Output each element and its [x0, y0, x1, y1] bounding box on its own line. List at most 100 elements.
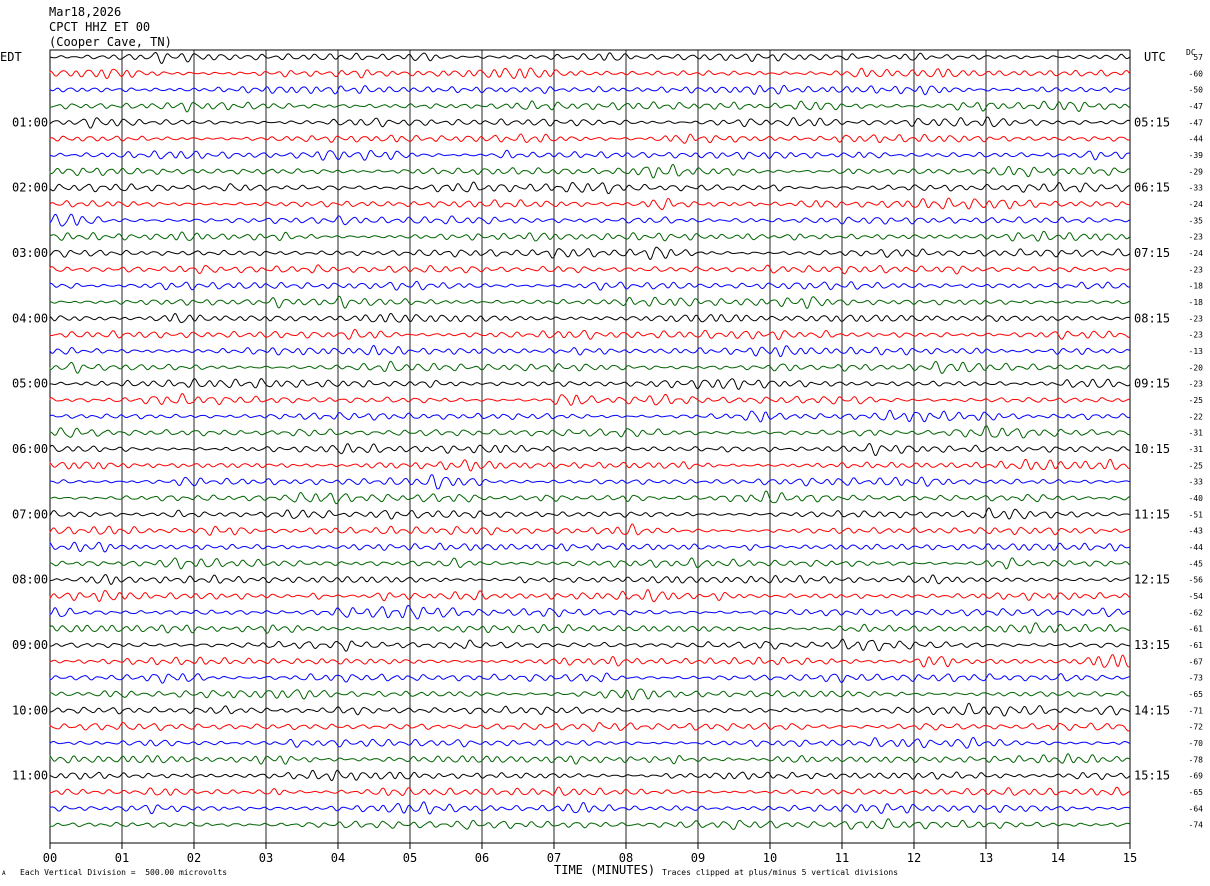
right-hour-label: 05:15 — [1134, 115, 1170, 129]
seismic-trace — [49, 736, 1131, 749]
seismic-trace — [49, 769, 1131, 782]
seismic-trace — [49, 622, 1131, 635]
seismic-trace — [49, 557, 1131, 570]
dc-offset-label: -33 — [1189, 184, 1204, 193]
dc-offset-label: -74 — [1189, 821, 1204, 830]
corner-mark: A — [2, 870, 6, 877]
x-tick-label: 10 — [763, 851, 777, 865]
dc-offset-label: -25 — [1189, 396, 1204, 405]
seismic-trace — [49, 443, 1130, 457]
location-label: (Cooper Cave, TN) — [49, 35, 172, 49]
dc-offset-label: -51 — [1189, 510, 1204, 519]
dc-offset-label: -50 — [1189, 86, 1204, 95]
seismic-trace — [49, 197, 1131, 211]
clip-note: Traces clipped at plus/minus 5 vertical … — [662, 868, 899, 877]
seismic-trace — [49, 753, 1131, 765]
seismic-trace — [49, 654, 1131, 668]
dc-offset-label: 57 — [1193, 53, 1203, 62]
dc-offset-label: -60 — [1189, 69, 1204, 78]
seismic-trace — [49, 295, 1131, 310]
dc-offset-label: -73 — [1189, 674, 1204, 683]
x-tick-label: 02 — [187, 851, 201, 865]
dc-offset-label: -18 — [1189, 298, 1204, 307]
seismic-trace — [49, 458, 1131, 472]
seismic-trace — [49, 213, 1131, 227]
right-hour-label: 08:15 — [1134, 311, 1170, 325]
x-tick-label: 07 — [547, 851, 561, 865]
seismic-trace — [49, 604, 1131, 620]
left-hour-label: 07:00 — [12, 507, 48, 521]
seismic-trace — [49, 360, 1131, 375]
seismic-trace — [49, 51, 1131, 64]
x-tick-label: 03 — [259, 851, 273, 865]
seismic-trace — [49, 133, 1131, 144]
dc-offset-label: -47 — [1189, 118, 1204, 127]
x-tick-label: 11 — [835, 851, 849, 865]
dc-offset-label: -22 — [1189, 412, 1204, 421]
seismic-trace — [49, 246, 1131, 261]
dc-offset-label: -54 — [1189, 592, 1204, 601]
right-hour-label: 06:15 — [1134, 181, 1170, 195]
dc-offset-label: -64 — [1189, 804, 1204, 813]
dc-offset-label: -44 — [1189, 135, 1204, 144]
dc-offset-label: -24 — [1189, 200, 1204, 209]
seismic-trace — [49, 116, 1131, 129]
dc-offset-label: -71 — [1189, 706, 1204, 715]
x-tick-label: 05 — [403, 851, 417, 865]
x-tick-label: 12 — [907, 851, 921, 865]
seismic-trace — [49, 328, 1131, 341]
dc-offset-label: -13 — [1189, 347, 1204, 356]
seismic-trace — [49, 588, 1131, 603]
left-hour-label: 10:00 — [12, 703, 48, 717]
right-hour-label: 09:15 — [1134, 377, 1170, 391]
dc-offset-label: -65 — [1189, 788, 1204, 797]
left-hour-label: 03:00 — [12, 246, 48, 260]
dc-offset-label: -23 — [1189, 233, 1204, 242]
station-label: CPCT HHZ ET 00 — [49, 20, 151, 34]
dc-offset-label: -23 — [1189, 331, 1204, 340]
right-hour-label: 14:15 — [1134, 703, 1170, 717]
dc-offset-label: -61 — [1189, 641, 1204, 650]
left-hour-label: 04:00 — [12, 311, 48, 325]
dc-offset-label: -35 — [1189, 216, 1204, 225]
dc-offset-label: -67 — [1189, 657, 1204, 666]
x-tick-label: 08 — [619, 851, 633, 865]
dc-offset-label: -43 — [1189, 527, 1204, 536]
dc-offset-label: -39 — [1189, 151, 1204, 160]
dc-offset-label: -23 — [1189, 314, 1204, 323]
dc-offset-label: -33 — [1189, 478, 1204, 487]
x-tick-label: 13 — [979, 851, 993, 865]
seismic-trace — [49, 264, 1131, 275]
left-hour-label: 08:00 — [12, 573, 48, 587]
right-hour-label: 12:15 — [1134, 573, 1170, 587]
x-tick-label: 14 — [1051, 851, 1065, 865]
seismic-trace — [49, 507, 1131, 520]
seismic-trace — [49, 409, 1131, 423]
dc-offset-label: -31 — [1189, 429, 1204, 438]
seismic-trace — [49, 574, 1131, 586]
seismic-trace — [49, 490, 1131, 505]
left-hour-label: 02:00 — [12, 181, 48, 195]
dc-offset-label: -62 — [1189, 608, 1204, 617]
seismic-trace — [49, 163, 1131, 179]
x-tick-label: 00 — [43, 851, 57, 865]
x-tick-label: 06 — [475, 851, 489, 865]
seismic-trace — [49, 721, 1131, 732]
scale-note: Each Vertical Division = 500.00 microvol… — [20, 868, 228, 877]
right-hour-label: 11:15 — [1134, 507, 1170, 521]
left-hour-label: 11:00 — [12, 769, 48, 783]
dc-offset-label: -45 — [1189, 559, 1204, 568]
seismic-trace — [49, 818, 1131, 830]
dc-offset-label: -23 — [1189, 380, 1204, 389]
dc-offset-label: -70 — [1189, 739, 1204, 748]
dc-offset-label: -61 — [1189, 625, 1204, 634]
seismic-trace — [49, 672, 1131, 684]
seismic-trace — [49, 786, 1131, 797]
left-hour-label: 05:00 — [12, 377, 48, 391]
seismic-trace — [49, 801, 1131, 815]
right-hour-label: 13:15 — [1134, 638, 1170, 652]
seismic-trace — [49, 344, 1131, 358]
seismic-trace — [49, 702, 1131, 717]
dc-offset-label: -47 — [1189, 102, 1204, 111]
